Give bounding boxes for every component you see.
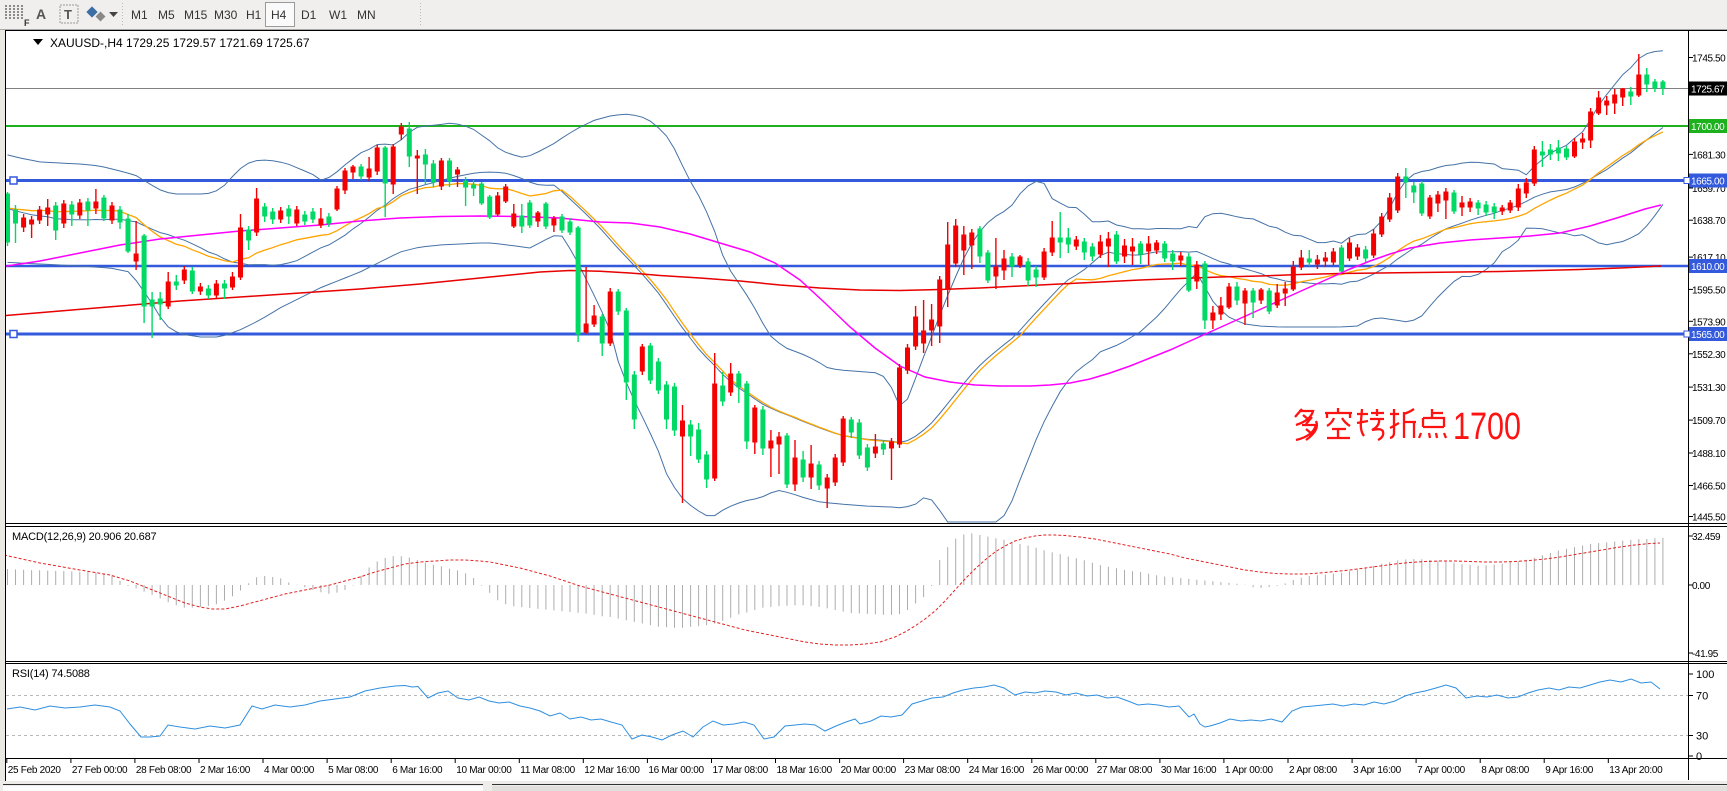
svg-text:1565.00: 1565.00 [1691,330,1725,341]
svg-text:5 Mar 08:00: 5 Mar 08:00 [328,765,379,776]
svg-text:6 Mar 16:00: 6 Mar 16:00 [392,765,443,776]
svg-text:1595.50: 1595.50 [1692,285,1726,296]
svg-text:26 Mar 00:00: 26 Mar 00:00 [1033,765,1089,776]
svg-text:10 Mar 00:00: 10 Mar 00:00 [456,765,512,776]
svg-text:1573.90: 1573.90 [1692,317,1726,328]
svg-text:7 Apr 00:00: 7 Apr 00:00 [1417,765,1466,776]
svg-text:MACD(12,26,9) 20.906 20.687: MACD(12,26,9) 20.906 20.687 [12,531,156,543]
svg-text:1 Apr 00:00: 1 Apr 00:00 [1225,765,1274,776]
svg-text:16 Mar 00:00: 16 Mar 00:00 [648,765,704,776]
svg-text:D1: D1 [301,8,317,22]
svg-text:H1: H1 [246,8,262,22]
svg-text:XAUUSD-,H4 1729.25 1729.57 17: XAUUSD-,H4 1729.25 1729.57 1721.69 1725.… [50,36,310,50]
svg-text:1665.00: 1665.00 [1691,177,1725,188]
svg-text:M30: M30 [214,8,238,22]
svg-text:1617.10: 1617.10 [1692,253,1726,264]
svg-text:0: 0 [1696,751,1702,763]
svg-text:2 Mar 16:00: 2 Mar 16:00 [200,765,251,776]
svg-text:9 Apr 16:00: 9 Apr 16:00 [1545,765,1594,776]
svg-text:1659.70: 1659.70 [1692,184,1726,195]
svg-text:24 Mar 16:00: 24 Mar 16:00 [969,765,1025,776]
svg-text:1466.50: 1466.50 [1692,482,1726,493]
svg-text:1638.70: 1638.70 [1692,216,1726,227]
svg-text:F: F [24,18,30,28]
svg-text:1700: 1700 [1453,406,1521,448]
svg-text:30 Mar 16:00: 30 Mar 16:00 [1161,765,1217,776]
svg-text:28 Feb 08:00: 28 Feb 08:00 [136,765,192,776]
svg-text:M5: M5 [158,8,175,22]
svg-text:8 Apr 08:00: 8 Apr 08:00 [1481,765,1530,776]
svg-text:MN: MN [357,8,376,22]
svg-text:25 Feb 2020: 25 Feb 2020 [8,765,62,776]
svg-text:1700.00: 1700.00 [1691,122,1725,133]
svg-text:12 Mar 16:00: 12 Mar 16:00 [584,765,640,776]
svg-text:1445.50: 1445.50 [1692,513,1726,524]
svg-text:18 Mar 16:00: 18 Mar 16:00 [777,765,833,776]
svg-text:1488.10: 1488.10 [1692,449,1726,460]
svg-text:20 Mar 00:00: 20 Mar 00:00 [841,765,897,776]
svg-text:17 Mar 08:00: 17 Mar 08:00 [713,765,769,776]
svg-text:1531.30: 1531.30 [1692,383,1726,394]
svg-text:RSI(14) 74.5088: RSI(14) 74.5088 [12,668,90,680]
svg-text:M1: M1 [131,8,148,22]
svg-text:W1: W1 [329,8,347,22]
svg-text:11 Mar 08:00: 11 Mar 08:00 [520,765,575,776]
svg-text:30: 30 [1696,731,1708,743]
svg-text:T: T [64,7,72,22]
svg-text:13 Apr 20:00: 13 Apr 20:00 [1609,765,1663,776]
svg-text:-41.95: -41.95 [1692,649,1719,660]
svg-text:0.00: 0.00 [1692,581,1711,592]
svg-text:27 Feb 00:00: 27 Feb 00:00 [72,765,128,776]
svg-text:H4: H4 [271,8,287,22]
svg-text:27 Mar 08:00: 27 Mar 08:00 [1097,765,1153,776]
svg-text:70: 70 [1696,691,1708,703]
svg-text:1681.30: 1681.30 [1692,150,1726,161]
svg-text:1509.70: 1509.70 [1692,416,1726,427]
svg-text:100: 100 [1696,669,1714,681]
svg-text:1745.50: 1745.50 [1692,54,1726,65]
svg-text:4 Mar 00:00: 4 Mar 00:00 [264,765,315,776]
svg-text:23 Mar 08:00: 23 Mar 08:00 [905,765,961,776]
svg-text:M15: M15 [184,8,208,22]
svg-text:3 Apr 16:00: 3 Apr 16:00 [1353,765,1402,776]
svg-text:2 Apr 08:00: 2 Apr 08:00 [1289,765,1338,776]
svg-text:1610.00: 1610.00 [1691,262,1725,273]
svg-text:A: A [36,6,46,22]
svg-text:1725.67: 1725.67 [1691,85,1725,96]
svg-text:32.459: 32.459 [1692,532,1721,543]
svg-text:1552.30: 1552.30 [1692,350,1726,361]
